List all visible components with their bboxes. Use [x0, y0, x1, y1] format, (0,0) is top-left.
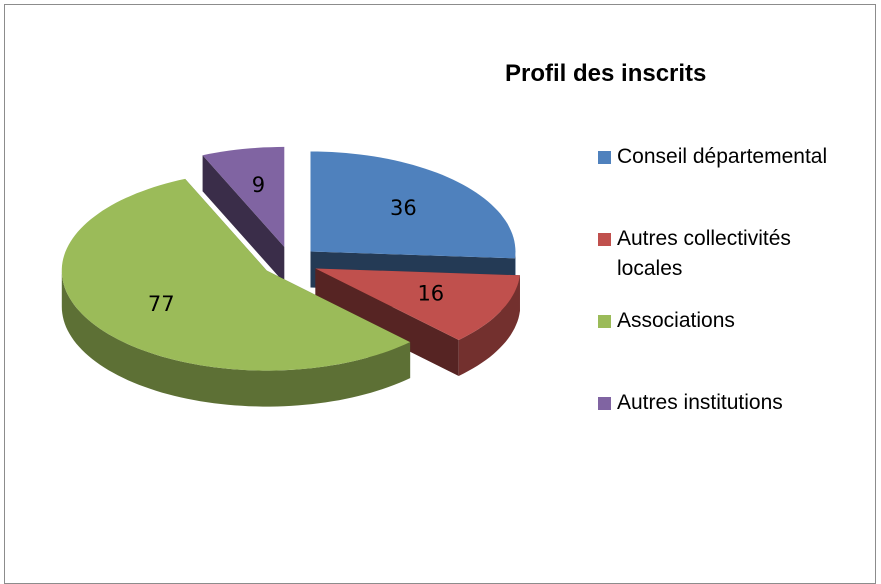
legend-swatch — [598, 315, 611, 328]
pie-slice — [61, 178, 411, 407]
legend-item: Autres institutions — [596, 388, 856, 418]
legend-label: Conseil départemental — [617, 145, 828, 168]
legend-item: Conseil départemental — [596, 142, 856, 172]
slice-side — [315, 268, 459, 376]
data-label: 9 — [252, 173, 265, 197]
data-label: 36 — [390, 196, 417, 220]
chart-title: Profil des inscrits — [505, 60, 707, 87]
slice-side — [202, 155, 285, 283]
legend-swatch — [598, 397, 611, 410]
legend-item: Autres collectivités locales — [596, 224, 856, 284]
data-label: 16 — [417, 281, 444, 305]
legend-swatch — [598, 233, 611, 246]
legend-label: Associations — [617, 309, 735, 332]
data-label: 77 — [148, 292, 175, 316]
legend-item: Associations — [596, 306, 856, 336]
slice-top — [315, 268, 520, 340]
slice-top — [202, 146, 285, 247]
pie-slice — [315, 268, 520, 376]
legend-label: Autres institutions — [617, 391, 783, 414]
pie-slice — [202, 146, 285, 283]
legend-label: Autres collectivités locales — [617, 227, 791, 280]
slice-wall — [458, 275, 520, 376]
slice-wall — [61, 270, 411, 407]
legend: Conseil départemental Autres collectivité… — [596, 142, 856, 470]
legend-swatch — [598, 151, 611, 164]
slice-top — [310, 151, 516, 259]
slice-top — [61, 178, 411, 371]
